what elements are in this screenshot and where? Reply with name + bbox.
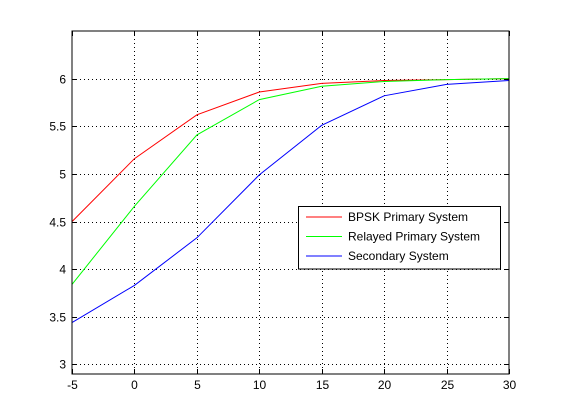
legend-label-1: BPSK Primary System — [348, 210, 468, 224]
series-line-2 — [71, 78, 510, 285]
x-tick-label: 30 — [503, 378, 517, 392]
axis-ticks: -5 0 5 10 15 20 25 30 3 3.5 4 4.5 5 5.5 6 — [49, 31, 516, 392]
y-tick-label: 6 — [59, 73, 66, 87]
x-tick-label: 15 — [316, 378, 330, 392]
y-tick-label: 3.5 — [49, 311, 66, 325]
y-tick-label: 5 — [59, 168, 66, 182]
x-tick-label: 25 — [441, 378, 455, 392]
legend-label-3: Secondary System — [348, 249, 449, 263]
legend: BPSK Primary System Relayed Primary Syste… — [298, 206, 501, 270]
legend-label-2: Relayed Primary System — [348, 230, 480, 244]
y-tick-label: 4 — [59, 263, 66, 277]
y-tick-label: 5.5 — [49, 120, 66, 134]
plot-frame — [71, 30, 510, 375]
x-tick-label: -5 — [67, 378, 78, 392]
series-line-3 — [71, 80, 510, 324]
y-tick-label: 4.5 — [49, 216, 66, 230]
x-tick-label: 10 — [253, 378, 267, 392]
x-tick-label: 20 — [378, 378, 392, 392]
x-tick-label: 0 — [131, 378, 138, 392]
y-tick-label: 3 — [59, 358, 66, 372]
x-tick-label: 5 — [194, 378, 201, 392]
series-layer — [71, 78, 510, 324]
